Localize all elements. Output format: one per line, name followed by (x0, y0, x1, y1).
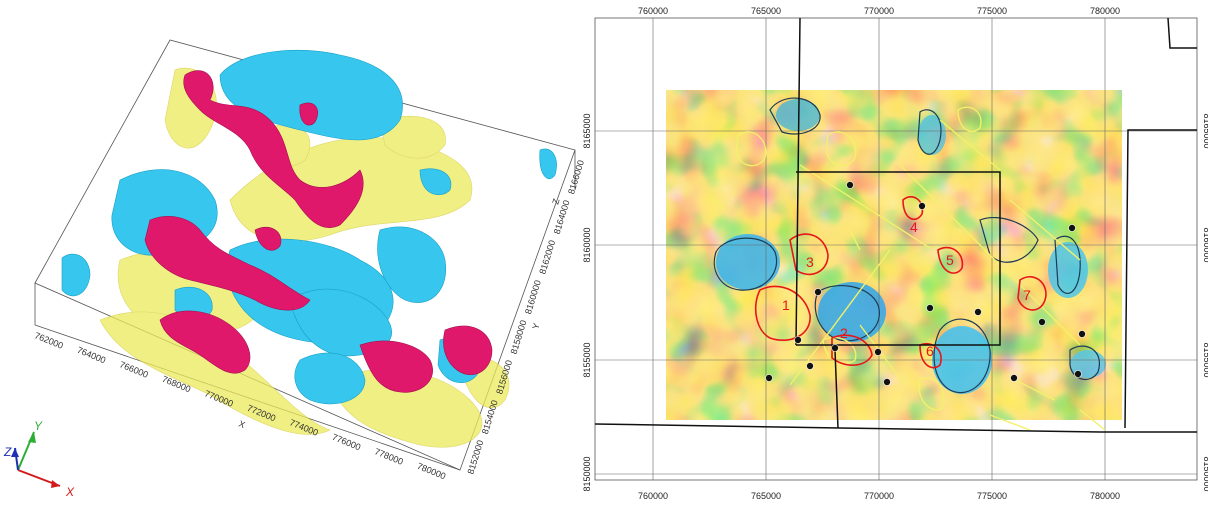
3d-view-canvas[interactable]: 7620007640007660007680007700007720007740… (0, 0, 600, 502)
y-tick-label-right: 8160000 (1202, 227, 1208, 262)
orientation-triad: X Y Z (3, 419, 75, 499)
x-tick-label-bottom: 765000 (751, 491, 781, 501)
x-tick-label-top: 760000 (638, 6, 668, 16)
zone-label: 7 (1023, 287, 1031, 303)
boundary-lines (594, 17, 1197, 433)
y-tick-label-right: 8150000 (1202, 456, 1208, 491)
y-tick-label-left: 8155000 (582, 342, 592, 377)
3d-x-axis-label: X (237, 419, 246, 431)
y-tick-label-right: 8165000 (1202, 113, 1208, 148)
yellow-features (709, 106, 1106, 431)
3d-view-panel[interactable]: 762000 764000 766000 768000 770000 772000 7740… (0, 0, 600, 502)
triad-x-label: X (65, 485, 75, 499)
x-tick-label-top: 780000 (1090, 6, 1120, 16)
x-tick-label-top: 765000 (751, 6, 781, 16)
y-tick-label-left: 8165000 (582, 113, 592, 148)
magenta-isosurfaces (144, 70, 493, 393)
y-tick-label-right: 8155000 (1202, 342, 1208, 377)
zone-label: 5 (946, 252, 954, 268)
cyan-isosurfaces (61, 49, 557, 405)
x-tick-label-bottom: 770000 (864, 491, 894, 501)
zone-label: 3 (806, 254, 814, 270)
drill-hole-markers (765, 181, 1086, 386)
y-tick-label-left: 8160000 (582, 227, 592, 262)
x-tick-label-top: 770000 (864, 6, 894, 16)
y-tick-label: 8162000 (537, 239, 557, 275)
y-tick-label: 8152000 (466, 439, 486, 475)
red-zones (754, 196, 1047, 369)
zone-label: 2 (840, 325, 848, 341)
map-panel[interactable]: 1 2 3 4 5 6 7 (560, 0, 1208, 502)
3d-y-axis-label: Y (530, 322, 541, 331)
x-tick-label-bottom: 780000 (1090, 491, 1120, 501)
3d-z-axis-label: Z (550, 197, 561, 206)
zone-label: 4 (910, 219, 918, 235)
y-tick-label: 8160000 (523, 279, 543, 315)
zone-label: 1 (782, 297, 790, 313)
zone-labels: 1 2 3 4 5 6 7 (782, 219, 1031, 359)
x-tick-label-bottom: 760000 (638, 491, 668, 501)
y-tick-label: 8158000 (509, 319, 529, 355)
x-tick-label-bottom: 775000 (977, 491, 1007, 501)
map-canvas[interactable]: 1 2 3 4 5 6 7 (560, 0, 1208, 502)
triad-y-label: Y (34, 419, 43, 433)
triad-z-label: Z (3, 445, 12, 459)
x-tick-label-top: 775000 (977, 6, 1007, 16)
map-tick-labels: 760000 765000 770000 775000 780000 760000 7650… (582, 6, 1208, 501)
map-grid (595, 18, 1197, 480)
zone-label: 6 (926, 343, 934, 359)
y-tick-label-left: 8150000 (582, 456, 592, 491)
